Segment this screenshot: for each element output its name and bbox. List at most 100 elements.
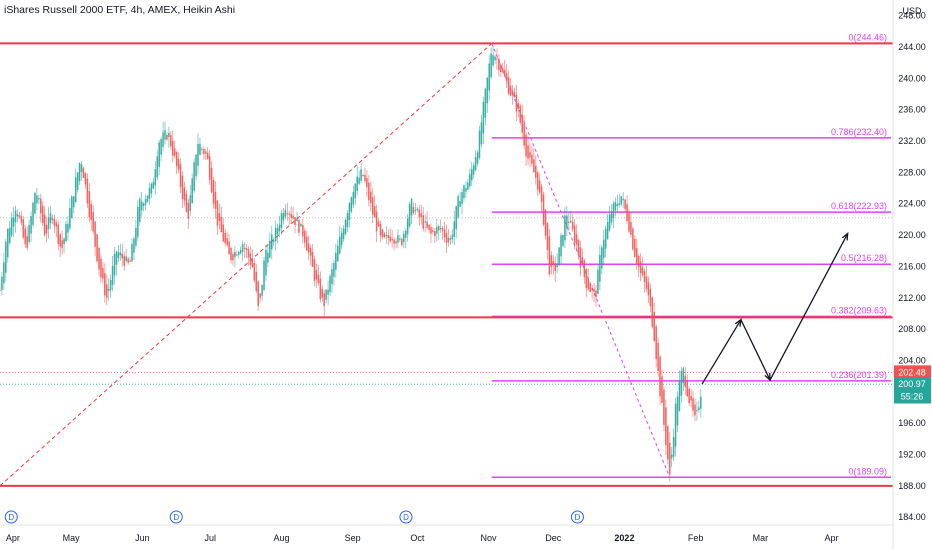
candle-body — [507, 77, 510, 94]
candle-body — [137, 206, 139, 237]
candle-body — [47, 217, 50, 230]
candle-body — [420, 213, 423, 218]
candle-body — [148, 188, 151, 199]
candle-body — [389, 236, 392, 242]
projection-path[interactable] — [701, 233, 849, 385]
candle-body — [319, 278, 322, 300]
candle-body — [249, 253, 252, 265]
candle-body — [212, 179, 215, 204]
dividend-marker-icon[interactable] — [4, 510, 18, 524]
candle-body — [540, 186, 543, 202]
candle-body — [255, 271, 258, 292]
candle-body — [651, 297, 654, 327]
candle-body — [459, 200, 461, 207]
candle-body — [496, 58, 498, 60]
candle-body — [59, 234, 61, 247]
candle-body — [41, 205, 44, 224]
candle-body — [468, 174, 471, 187]
candle-body — [129, 260, 131, 262]
candle-body — [243, 247, 246, 249]
trend-line-dashed[interactable] — [0, 43, 493, 487]
candle-body — [472, 165, 475, 175]
x-tick-label: Mar — [753, 533, 769, 543]
candle-body — [356, 176, 358, 192]
candle-body — [338, 236, 341, 254]
candle-body — [24, 228, 27, 245]
projection-arrow-head — [841, 232, 849, 241]
dividend-marker-icon[interactable] — [169, 510, 183, 524]
candle-body — [164, 130, 166, 140]
candle-body — [36, 195, 38, 204]
candle-body — [556, 263, 558, 268]
candle-body — [321, 289, 324, 298]
candle-body — [239, 250, 242, 254]
candle-body — [672, 437, 675, 457]
candle-body — [381, 229, 384, 238]
candle-body — [154, 169, 157, 186]
candle-body — [121, 253, 124, 259]
candle-body — [276, 227, 279, 235]
candle-body — [663, 389, 665, 425]
candle-body — [57, 224, 60, 244]
candle-body — [599, 254, 601, 282]
candle-body — [391, 238, 393, 241]
candle-body — [573, 225, 576, 244]
candle-body — [307, 243, 310, 253]
candle-body — [323, 293, 325, 307]
candle-body — [105, 284, 108, 298]
candle-body — [542, 194, 545, 225]
candle-body — [649, 288, 652, 307]
price-tag-box — [894, 389, 931, 404]
candle-body — [560, 235, 562, 257]
candle-body — [410, 198, 413, 216]
candle-body — [399, 238, 401, 240]
candle-body — [5, 241, 7, 273]
candle-body — [558, 247, 560, 266]
candle-body — [298, 220, 300, 233]
candle-body — [618, 203, 621, 206]
candle-body — [0, 289, 1, 291]
candle-body — [533, 159, 535, 173]
candle-body — [486, 77, 489, 104]
candle-body — [655, 326, 657, 360]
candle-body — [94, 221, 96, 247]
candle-body — [467, 182, 469, 190]
candle-body — [680, 370, 683, 396]
candle-body — [63, 238, 65, 245]
candle-body — [272, 240, 275, 242]
candle-body — [480, 122, 483, 145]
dividend-marker-icon[interactable] — [399, 510, 413, 524]
candle-body — [104, 273, 106, 296]
candle-body — [346, 213, 349, 228]
dividend-marker-icon[interactable] — [570, 510, 584, 524]
candle-body — [591, 287, 593, 291]
candle-body — [245, 248, 248, 251]
candle-body — [183, 187, 186, 201]
candle-body — [678, 380, 681, 411]
candle-body — [340, 232, 343, 246]
candle-body — [447, 237, 450, 243]
candle-body — [610, 213, 613, 223]
candle-body — [208, 155, 211, 180]
candle-body — [51, 218, 54, 221]
candle-body — [170, 135, 172, 147]
candle-body — [144, 199, 147, 205]
candle-body — [30, 216, 32, 234]
candle-body — [564, 215, 566, 241]
candle-body — [511, 90, 514, 95]
candle-body — [474, 157, 477, 170]
candle-body — [366, 178, 368, 188]
price-tag-label: 200.97 — [898, 379, 926, 389]
candle-body — [251, 259, 254, 267]
candle-body — [536, 171, 539, 190]
candle-body — [379, 223, 382, 236]
candle-body — [463, 185, 465, 199]
candle-body — [494, 56, 496, 61]
candle-body — [175, 151, 178, 167]
candle-body — [554, 263, 557, 272]
candle-body — [290, 213, 292, 218]
candle-body — [443, 229, 446, 238]
candle-body — [632, 228, 634, 250]
candle-body — [127, 258, 129, 263]
